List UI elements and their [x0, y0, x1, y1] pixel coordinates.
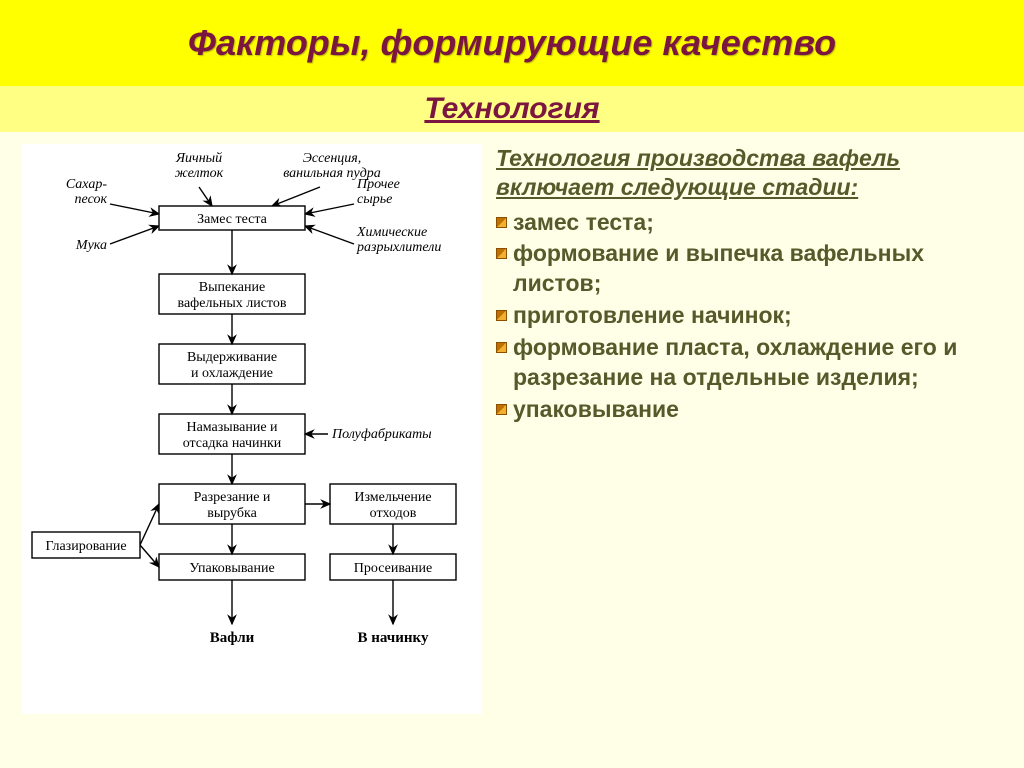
svg-text:Намазывание и: Намазывание и: [186, 420, 278, 435]
svg-text:Замес теста: Замес теста: [197, 212, 268, 227]
svg-text:Сахар-: Сахар-: [66, 177, 107, 192]
slide: Факторы, формирующие качество Технология…: [0, 0, 1024, 768]
text-panel: Технология производства вафель включает …: [496, 144, 1002, 714]
text-heading: Технология производства вафель включает …: [496, 144, 1002, 202]
bullet-item: приготовление начинок;: [496, 301, 1002, 331]
bullet-text: упаковывание: [513, 395, 679, 425]
svg-text:Измельчение: Измельчение: [354, 490, 431, 505]
svg-text:Упаковывание: Упаковывание: [189, 561, 274, 576]
bullet-item: формование и выпечка вафельных листов;: [496, 239, 1002, 299]
bullet-item: формование пласта, охлаждение его и разр…: [496, 333, 1002, 393]
bullet-icon: [496, 310, 507, 321]
svg-text:Полуфабрикаты: Полуфабрикаты: [331, 427, 432, 442]
slide-title: Факторы, формирующие качество: [0, 22, 1024, 64]
bullet-icon: [496, 217, 507, 228]
svg-text:песок: песок: [75, 192, 108, 207]
bullet-icon: [496, 342, 507, 353]
svg-text:Просеивание: Просеивание: [354, 561, 432, 576]
svg-text:сырье: сырье: [357, 192, 392, 207]
bullet-icon: [496, 248, 507, 259]
svg-text:желток: желток: [175, 166, 224, 181]
flowchart-panel: ЯичныйжелтокЭссенция,ванильная пудраСаха…: [22, 144, 482, 714]
svg-text:Мука: Мука: [75, 238, 107, 253]
bullet-item: упаковывание: [496, 395, 1002, 425]
svg-text:Выпекание: Выпекание: [199, 280, 265, 295]
svg-text:и охлаждение: и охлаждение: [191, 366, 273, 381]
svg-text:Прочее: Прочее: [356, 177, 400, 192]
subtitle-band: Технология: [0, 86, 1024, 132]
svg-text:вырубка: вырубка: [207, 506, 257, 521]
svg-text:Вафли: Вафли: [210, 630, 255, 646]
slide-subtitle: Технология: [0, 92, 1024, 126]
flowchart-svg: ЯичныйжелтокЭссенция,ванильная пудраСаха…: [22, 144, 482, 714]
svg-text:разрыхлители: разрыхлители: [356, 240, 441, 255]
bullet-list: замес теста;формование и выпечка вафельн…: [496, 208, 1002, 425]
bullet-text: замес теста;: [513, 208, 654, 238]
svg-text:Эссенция,: Эссенция,: [303, 151, 362, 166]
bullet-item: замес теста;: [496, 208, 1002, 238]
svg-text:отходов: отходов: [370, 506, 417, 521]
svg-text:вафельных листов: вафельных листов: [178, 296, 287, 311]
bullet-text: формование пласта, охлаждение его и разр…: [513, 333, 1002, 393]
svg-text:отсадка начинки: отсадка начинки: [183, 436, 282, 451]
title-band: Факторы, формирующие качество: [0, 0, 1024, 86]
svg-text:В начинку: В начинку: [358, 630, 429, 646]
svg-text:Яичный: Яичный: [175, 151, 222, 166]
bullet-text: формование и выпечка вафельных листов;: [513, 239, 1002, 299]
svg-text:Разрезание и: Разрезание и: [194, 490, 271, 505]
svg-text:Химические: Химические: [356, 225, 427, 240]
content-row: ЯичныйжелтокЭссенция,ванильная пудраСаха…: [0, 132, 1024, 714]
bullet-icon: [496, 404, 507, 415]
bullet-text: приготовление начинок;: [513, 301, 792, 331]
svg-text:Глазирование: Глазирование: [45, 539, 126, 554]
svg-text:Выдерживание: Выдерживание: [187, 350, 277, 365]
